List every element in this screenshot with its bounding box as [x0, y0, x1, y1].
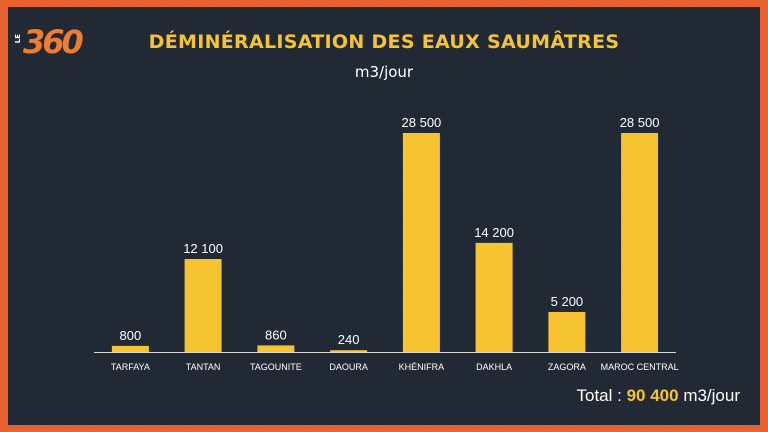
- bar-4: [402, 133, 440, 352]
- bar-0: [111, 345, 149, 352]
- chart-subtitle: m3/jour: [354, 63, 414, 81]
- category-label-0: TARFAYA: [111, 362, 150, 372]
- le360-logo: LE 360: [14, 22, 84, 62]
- bar-5: [475, 242, 513, 352]
- bar-value-label-4: 28 500: [402, 115, 442, 130]
- bar-value-label-0: 800: [120, 328, 142, 343]
- bar-value-label-5: 14 200: [474, 225, 514, 240]
- total-value: 90 400: [626, 386, 679, 405]
- total-unit: m3/jour: [683, 386, 740, 405]
- bar-1: [184, 259, 222, 352]
- bar-value-label-3: 240: [338, 332, 360, 347]
- bar-2: [257, 345, 295, 352]
- bar-value-label-6: 5 200: [551, 294, 584, 309]
- bar-value-label-7: 28 500: [620, 115, 660, 130]
- category-label-4: KHÉNIFRA: [399, 362, 445, 372]
- logo-number: 360: [23, 23, 84, 61]
- chart-title: DÉMINÉRALISATION DES EAUX SAUMÂTRES: [148, 31, 620, 53]
- category-label-2: TAGOUNITE: [250, 362, 302, 372]
- bar-value-label-1: 12 100: [183, 241, 223, 256]
- bar-value-label-2: 860: [265, 327, 287, 342]
- category-label-3: DAOURA: [329, 362, 368, 372]
- category-label-5: DAKHLA: [476, 362, 512, 372]
- category-label-6: ZAGORA: [548, 362, 586, 372]
- bar-7: [621, 133, 659, 352]
- category-label-1: TANTAN: [186, 362, 221, 372]
- bar-6: [548, 312, 586, 352]
- category-label-7: MAROC CENTRAL: [601, 362, 679, 372]
- total-label: Total :: [576, 386, 622, 405]
- total-line: Total : 90 400 m3/jour: [576, 386, 740, 406]
- bar-3: [330, 350, 368, 352]
